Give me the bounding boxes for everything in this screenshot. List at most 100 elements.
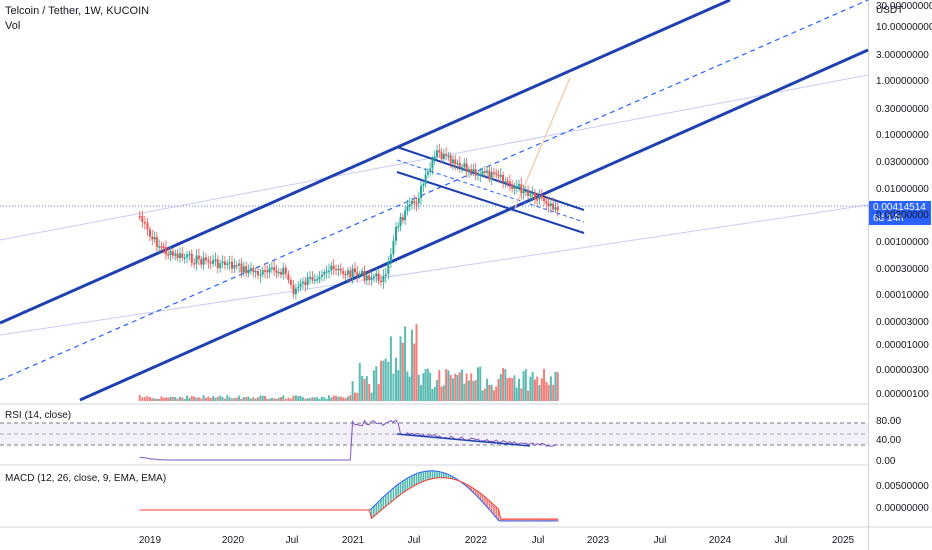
- candle-body: [190, 253, 193, 264]
- volume-bar: [153, 398, 156, 401]
- volume-bar: [445, 369, 448, 401]
- candle-body: [490, 172, 493, 180]
- volume-bar: [458, 372, 461, 401]
- candle-body: [344, 273, 347, 276]
- macd-hist-bar: [438, 471, 441, 479]
- candle-body: [330, 265, 333, 271]
- candle-body: [540, 195, 543, 198]
- candle-body: [502, 174, 505, 182]
- volume-bar: [431, 388, 434, 401]
- volume-bar: [463, 383, 466, 401]
- price-tick-label: 0.30000000: [876, 104, 929, 115]
- candle-body: [408, 204, 411, 207]
- candle-body: [382, 276, 385, 283]
- macd-hist-bar: [506, 519, 509, 522]
- candle-body: [186, 254, 189, 258]
- price-tick-label: 0.00300000: [876, 210, 929, 221]
- candle-body: [531, 193, 534, 195]
- macd-hist-bar: [417, 472, 420, 484]
- candle-body: [361, 270, 364, 274]
- macd-hist-bar: [474, 489, 477, 496]
- candle-body: [287, 274, 290, 281]
- channel-mid-line: [0, 0, 869, 381]
- candle-body: [235, 265, 238, 267]
- candle-body: [465, 163, 468, 172]
- volume-bar: [242, 397, 245, 401]
- candle-body: [273, 267, 276, 271]
- volume-bar: [228, 397, 231, 401]
- macd-hist-bar: [488, 500, 491, 511]
- volume-bar: [415, 324, 418, 401]
- candle-body: [442, 153, 445, 159]
- candle-body: [299, 283, 302, 287]
- volume-bar: [325, 398, 328, 401]
- macd-hist-bar: [486, 498, 488, 508]
- volume-bar: [202, 395, 205, 401]
- candle-body: [392, 240, 395, 255]
- candle-body: [261, 270, 264, 275]
- macd-hist-bar: [540, 519, 543, 522]
- volume-bar: [160, 396, 163, 401]
- volume-bar: [342, 397, 345, 401]
- last-price-tag[interactable]: 0.00414514 6d 14h: [869, 201, 931, 225]
- candle-body: [474, 169, 477, 176]
- macd-hist-bar: [550, 519, 552, 522]
- volume-bar: [399, 336, 402, 401]
- macd-hist-bar: [415, 473, 418, 485]
- price-tick-label: 3.00000000: [876, 50, 929, 61]
- volume-bar: [257, 397, 260, 401]
- volume-bar: [339, 396, 342, 401]
- candle-body: [449, 155, 452, 164]
- candle-body: [311, 277, 314, 281]
- volume-bar: [556, 372, 559, 401]
- volume-bar: [358, 363, 361, 401]
- macd-title: MACD (12, 26, close, 9, EMA, EMA): [5, 473, 166, 484]
- candle-body: [456, 162, 459, 165]
- candle-body: [231, 261, 233, 269]
- volume-bar: [368, 383, 371, 401]
- macd-hist-bar: [484, 496, 486, 505]
- candle-body: [499, 174, 502, 177]
- volume-bar: [533, 379, 536, 401]
- macd-hist-bar: [552, 519, 554, 522]
- candle-body: [158, 246, 161, 248]
- volume-bar: [204, 397, 207, 401]
- macd-hist-bar: [538, 519, 541, 522]
- volume-bar: [346, 396, 349, 401]
- candle-body: [547, 203, 550, 206]
- candle-body: [335, 269, 338, 271]
- candle-body: [306, 277, 309, 286]
- volume-bar: [449, 374, 452, 401]
- candle-body: [384, 274, 387, 277]
- volume-bar: [219, 395, 222, 401]
- volume-bar: [270, 397, 273, 401]
- candle-body: [162, 246, 165, 248]
- candle-body: [463, 163, 466, 168]
- volume-bar: [186, 395, 189, 401]
- candle-body: [160, 246, 163, 248]
- volume-bar: [436, 380, 438, 401]
- candle-body: [433, 156, 436, 160]
- time-axis-label: Jul: [408, 535, 421, 546]
- candle-body: [275, 270, 278, 273]
- volume-bar: [545, 381, 548, 401]
- volume-bar: [167, 397, 170, 401]
- candle-body: [495, 172, 498, 175]
- candle-body: [209, 261, 212, 264]
- volume-bar: [538, 385, 541, 401]
- candle-body: [174, 253, 177, 256]
- candle-body: [346, 270, 349, 275]
- price-tick-label: 0.01000000: [876, 184, 929, 195]
- candle-body: [395, 226, 397, 241]
- candle-body: [193, 263, 196, 265]
- candle-body: [483, 171, 486, 173]
- candle-body: [164, 247, 167, 255]
- volume-bar: [426, 368, 429, 401]
- volume-bar: [363, 378, 366, 401]
- volume-bar: [247, 396, 250, 401]
- volume-bar: [141, 397, 144, 401]
- macd-hist-bar: [406, 478, 409, 491]
- candle-body: [545, 201, 548, 204]
- price-tick-label: 0.00000300: [876, 365, 929, 376]
